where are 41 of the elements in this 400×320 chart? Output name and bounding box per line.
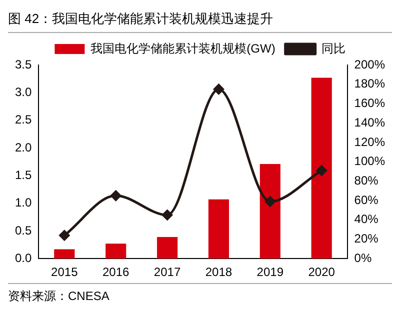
x-tick-label: 2018 (205, 265, 232, 280)
x-tick-label: 2016 (102, 265, 130, 280)
y2-tick-label: 200% (354, 57, 386, 72)
legend-label: 同比 (321, 41, 346, 56)
y-tick-label: 1.5 (14, 168, 32, 182)
y2-tick-label: 40% (354, 212, 379, 226)
y-tick-label: 3.5 (14, 57, 32, 72)
bar (54, 249, 75, 259)
y2-tick-label: 120% (354, 134, 386, 149)
bar (208, 199, 229, 259)
y2-tick-label: 20% (354, 232, 379, 246)
bar (106, 244, 126, 259)
legend-label: 我国电化学储能累计装机规模(GW) (90, 41, 276, 56)
y2-tick-label: 140% (354, 115, 386, 130)
y-tick-label: 1.0 (14, 196, 32, 210)
y-tick-label: 3.0 (14, 84, 32, 99)
x-tick-label: 2019 (256, 265, 284, 280)
point (59, 230, 70, 241)
y2-tick-label: 60% (354, 192, 379, 207)
point (162, 210, 173, 220)
x-tick-label: 2015 (51, 265, 78, 280)
bar (260, 164, 280, 259)
y-tick-label: 2.5 (14, 112, 32, 127)
text: 资料来源：CNESA (8, 283, 392, 305)
y-tick-label: 0.0 (14, 250, 32, 265)
y2-tick-label: 160% (354, 96, 386, 110)
y2-tick-label: 180% (354, 76, 386, 91)
chart-title: 图 42：我国电化学储能累计装机规模迅速提升 (8, 8, 392, 33)
point (213, 84, 224, 94)
point (110, 190, 122, 201)
point (316, 165, 327, 176)
y2-tick-label: 80% (354, 173, 379, 188)
y-tick-label: 0.5 (14, 223, 32, 238)
x-tick-label: 2020 (308, 265, 336, 280)
x-tick-label: 2017 (154, 265, 181, 280)
bar (311, 78, 332, 259)
y-tick-label: 2.0 (14, 140, 32, 154)
y2-tick-label: 100% (354, 154, 386, 168)
bar (156, 237, 178, 259)
point (264, 196, 276, 207)
y2-tick-label: 0% (354, 250, 372, 265)
